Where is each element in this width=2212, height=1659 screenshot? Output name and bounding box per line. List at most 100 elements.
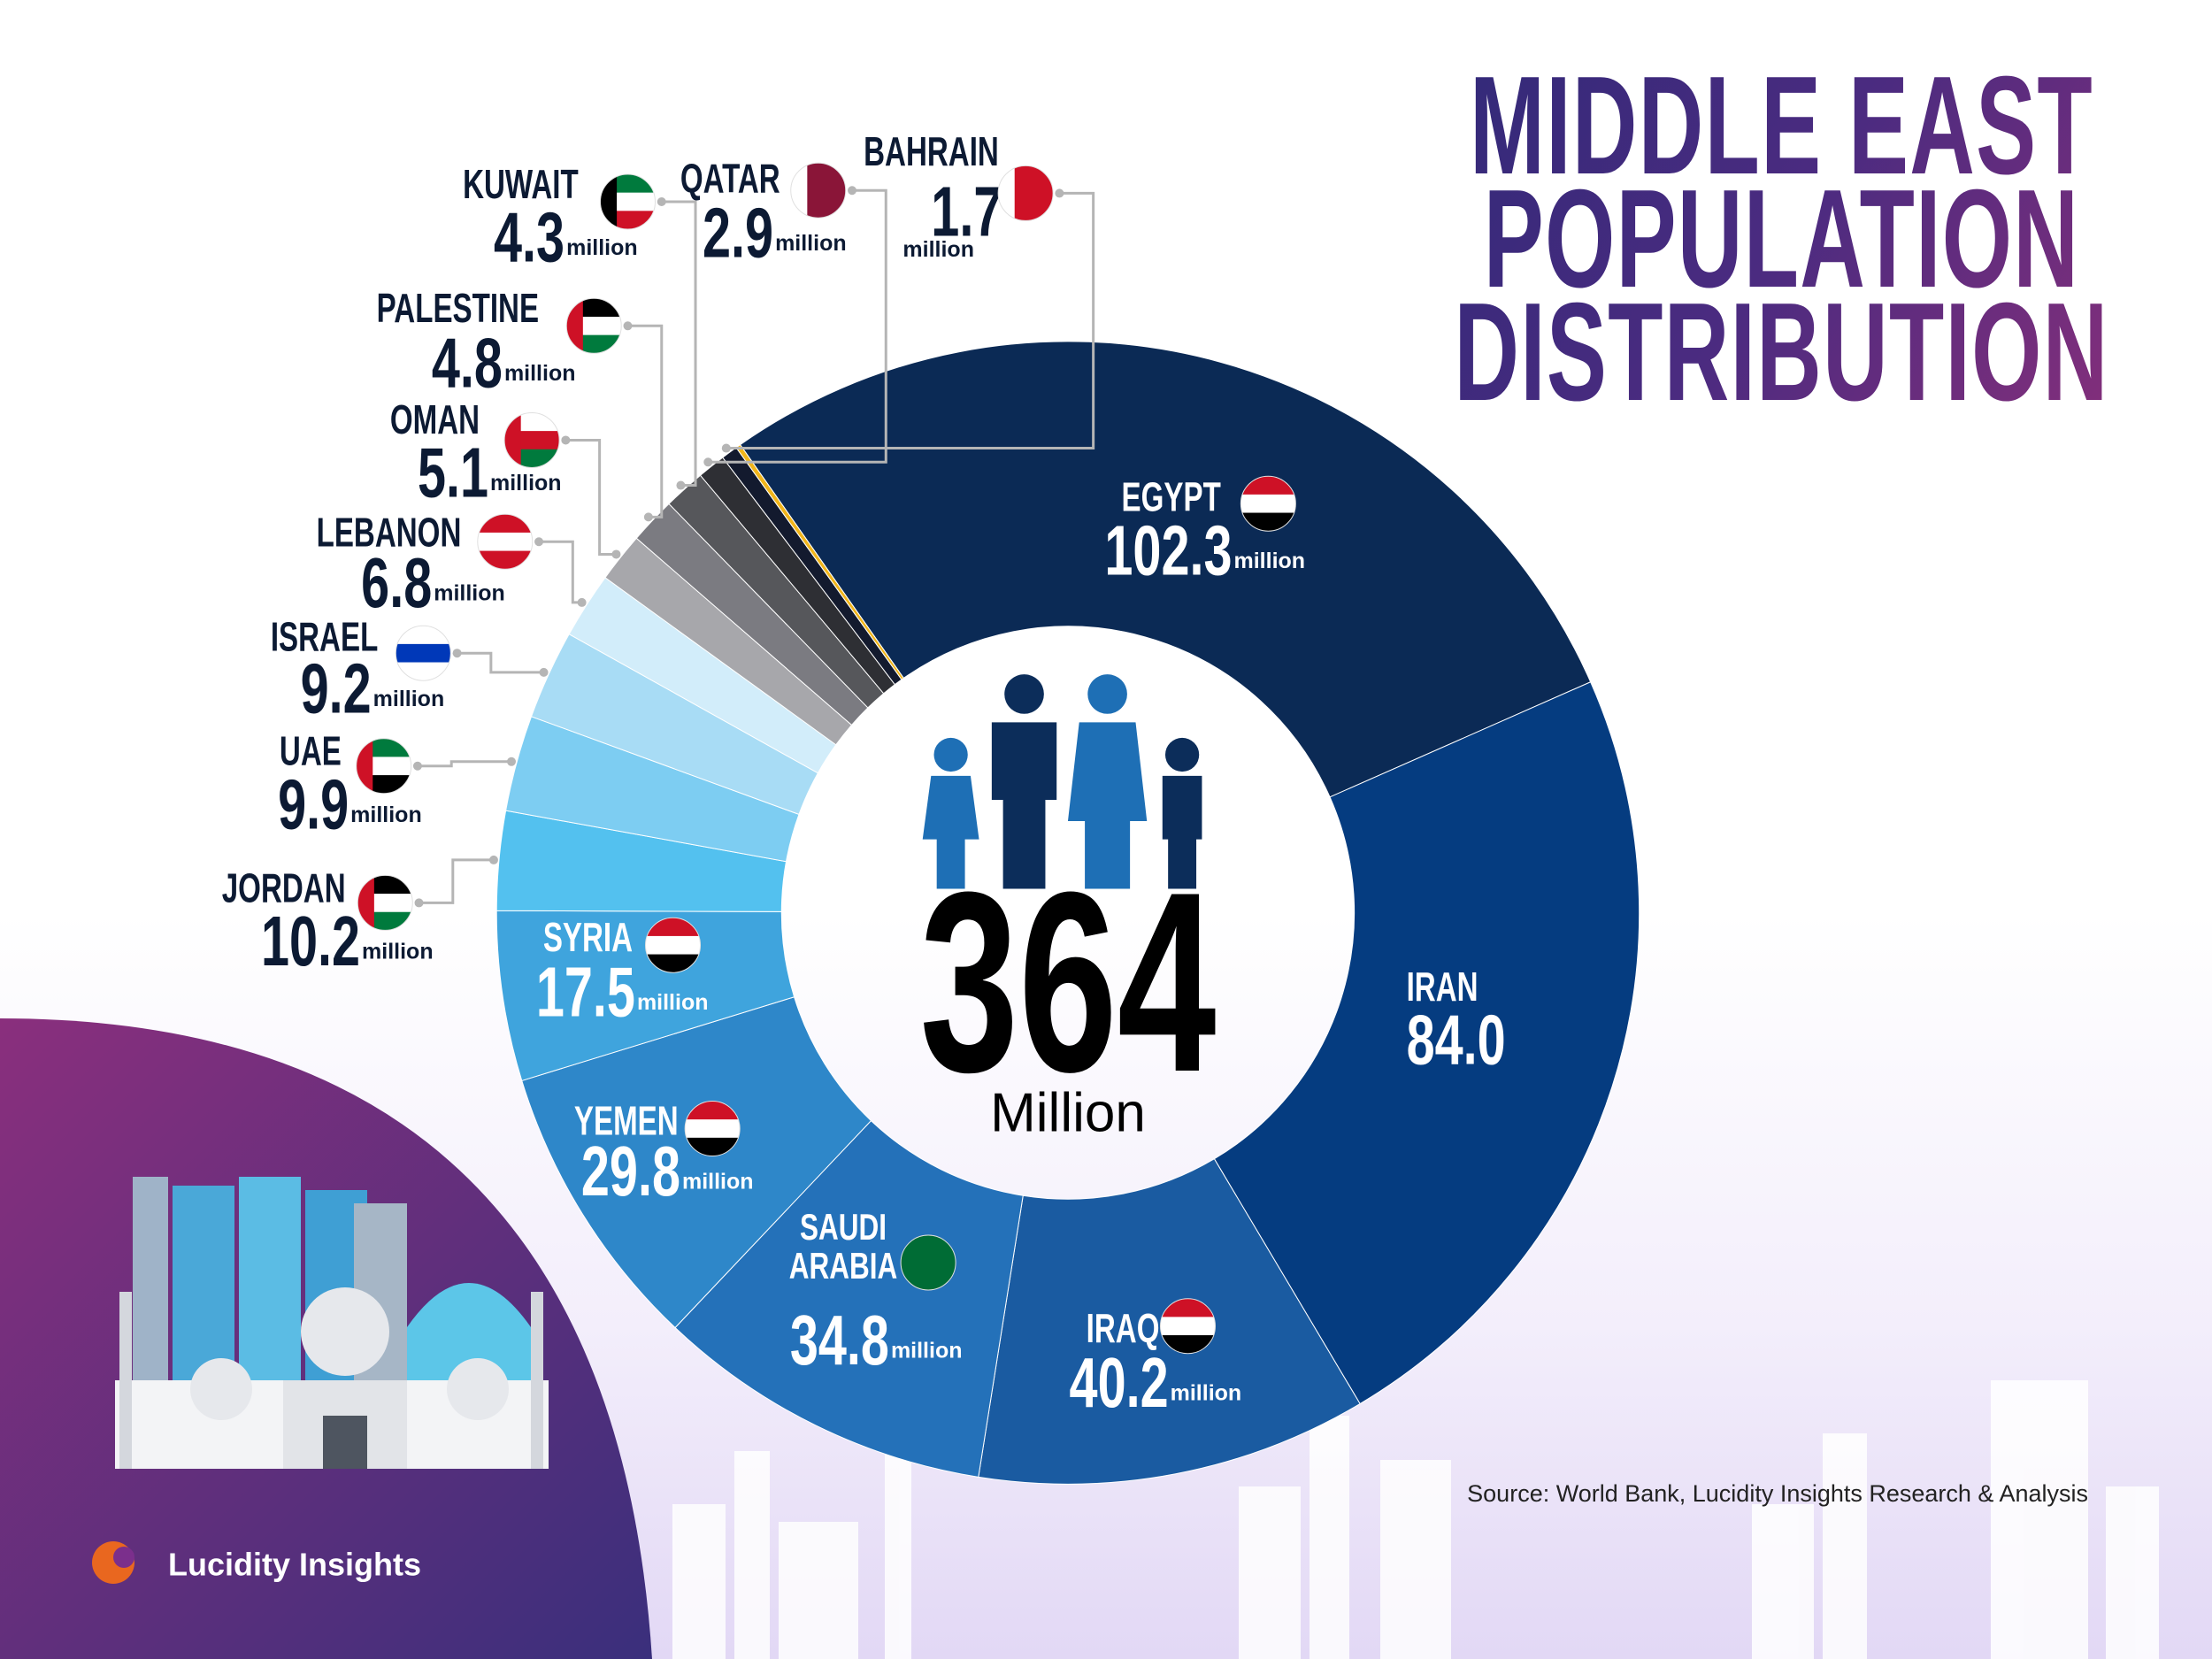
flag-stripe [477,550,533,570]
flag [477,514,533,570]
leader-dot [561,435,571,445]
flag [1160,1298,1216,1354]
value-label: 1.7 [931,172,1002,251]
flag-border [356,738,412,795]
category-label: SYRIA [543,916,633,960]
flag-stripe [685,1101,741,1120]
leader-line [661,200,697,488]
flag [396,626,451,681]
flag-stripe [645,954,701,973]
leader-line [419,858,494,904]
category-label: BAHRAIN [864,130,999,174]
leader-dot [721,443,731,453]
flag-stripe [645,935,701,956]
value-label: 29.8 [581,1132,680,1211]
unit-label: million [373,687,445,711]
leader-dot [703,457,713,467]
flag-stripe [1240,476,1296,495]
leader-dot [611,549,621,559]
value-label: 102.3 [1104,511,1232,590]
leader-line [627,324,664,518]
city-illustration [115,1177,549,1469]
flag-stripe [645,918,701,937]
leader-dot [412,761,422,771]
value-label: 6.8 [361,543,432,623]
flag-stripe [477,514,533,534]
flag-border [503,411,560,468]
leader-line [417,760,512,768]
leader-line [726,191,1095,450]
flag-stripe [1160,1317,1216,1336]
brand-logo [113,1547,134,1568]
flag-stripe [901,1234,956,1290]
flag-stripe [1160,1298,1216,1317]
category-label: IRAQ [1087,1307,1160,1351]
unit-label: million [434,580,505,605]
people-icon [922,674,1202,889]
flag-border [565,297,622,354]
leader-dot [488,855,498,864]
flag-border [684,1101,741,1157]
source: Source: World Bank, Lucidity Insights Re… [1467,1480,2088,1507]
leader-dot [1055,188,1064,198]
flag-border [997,165,1054,221]
value-label: 5.1 [418,433,488,512]
slice [739,341,1592,798]
flag-border [395,625,451,681]
flag-border [645,917,702,973]
unit-label: million [902,237,974,262]
flag [645,918,701,973]
unit-label: million [490,471,562,495]
flag-stripe [1160,1335,1216,1354]
flag-border [1240,475,1296,532]
leader-dot [657,196,666,206]
flag-stripe [396,643,451,664]
unit-label: million [682,1169,754,1194]
unit-label: million [566,235,638,260]
total-label: Million [990,1083,1146,1144]
unit-label: million [775,231,847,256]
category-label: KUWAIT [463,163,579,207]
slice [735,443,905,680]
value-label: 2.9 [703,193,773,273]
leader-dot [539,667,549,677]
leader-dot [534,537,544,547]
flag-band [357,875,374,931]
category-label: ISRAEL [271,615,378,659]
leader-dot [848,186,857,196]
value-label: 4.8 [432,323,503,403]
value-label: 4.3 [494,197,565,277]
leader-dot [676,480,686,490]
title: MIDDLE EAST POPULATION DISTRIBUTION [1382,56,2181,422]
leader-dot [507,757,517,766]
leader-dot [414,898,424,908]
category-label: LEBANON [317,511,462,555]
flag-band [356,738,373,794]
category-label: YEMEN [574,1099,679,1143]
flag [901,1234,956,1290]
leader-dot [643,512,653,522]
flag-band [998,165,1015,221]
value-label: 84.0 [1407,1000,1506,1079]
flag-stripe [477,532,533,552]
flag-stripe [396,626,451,645]
flag [600,173,656,229]
flag-band [566,298,583,354]
total-value: 364 [920,839,1217,1125]
unit-label: million [1171,1381,1242,1406]
category-label: QATAR [680,157,780,201]
category-label: EGYPT [1122,476,1222,520]
category-label: PALESTINE [377,287,539,331]
leader-line [539,540,582,604]
leader-dot [452,649,462,658]
leader-line [565,438,617,556]
unit-label: million [1234,549,1306,573]
leader-dot [623,321,633,331]
unit-label: million [362,939,434,964]
unit-label: million [891,1339,963,1363]
flag [790,163,846,219]
flag-stripe [1240,494,1296,514]
slice [674,1119,1024,1478]
flag-stripe [1240,512,1296,532]
